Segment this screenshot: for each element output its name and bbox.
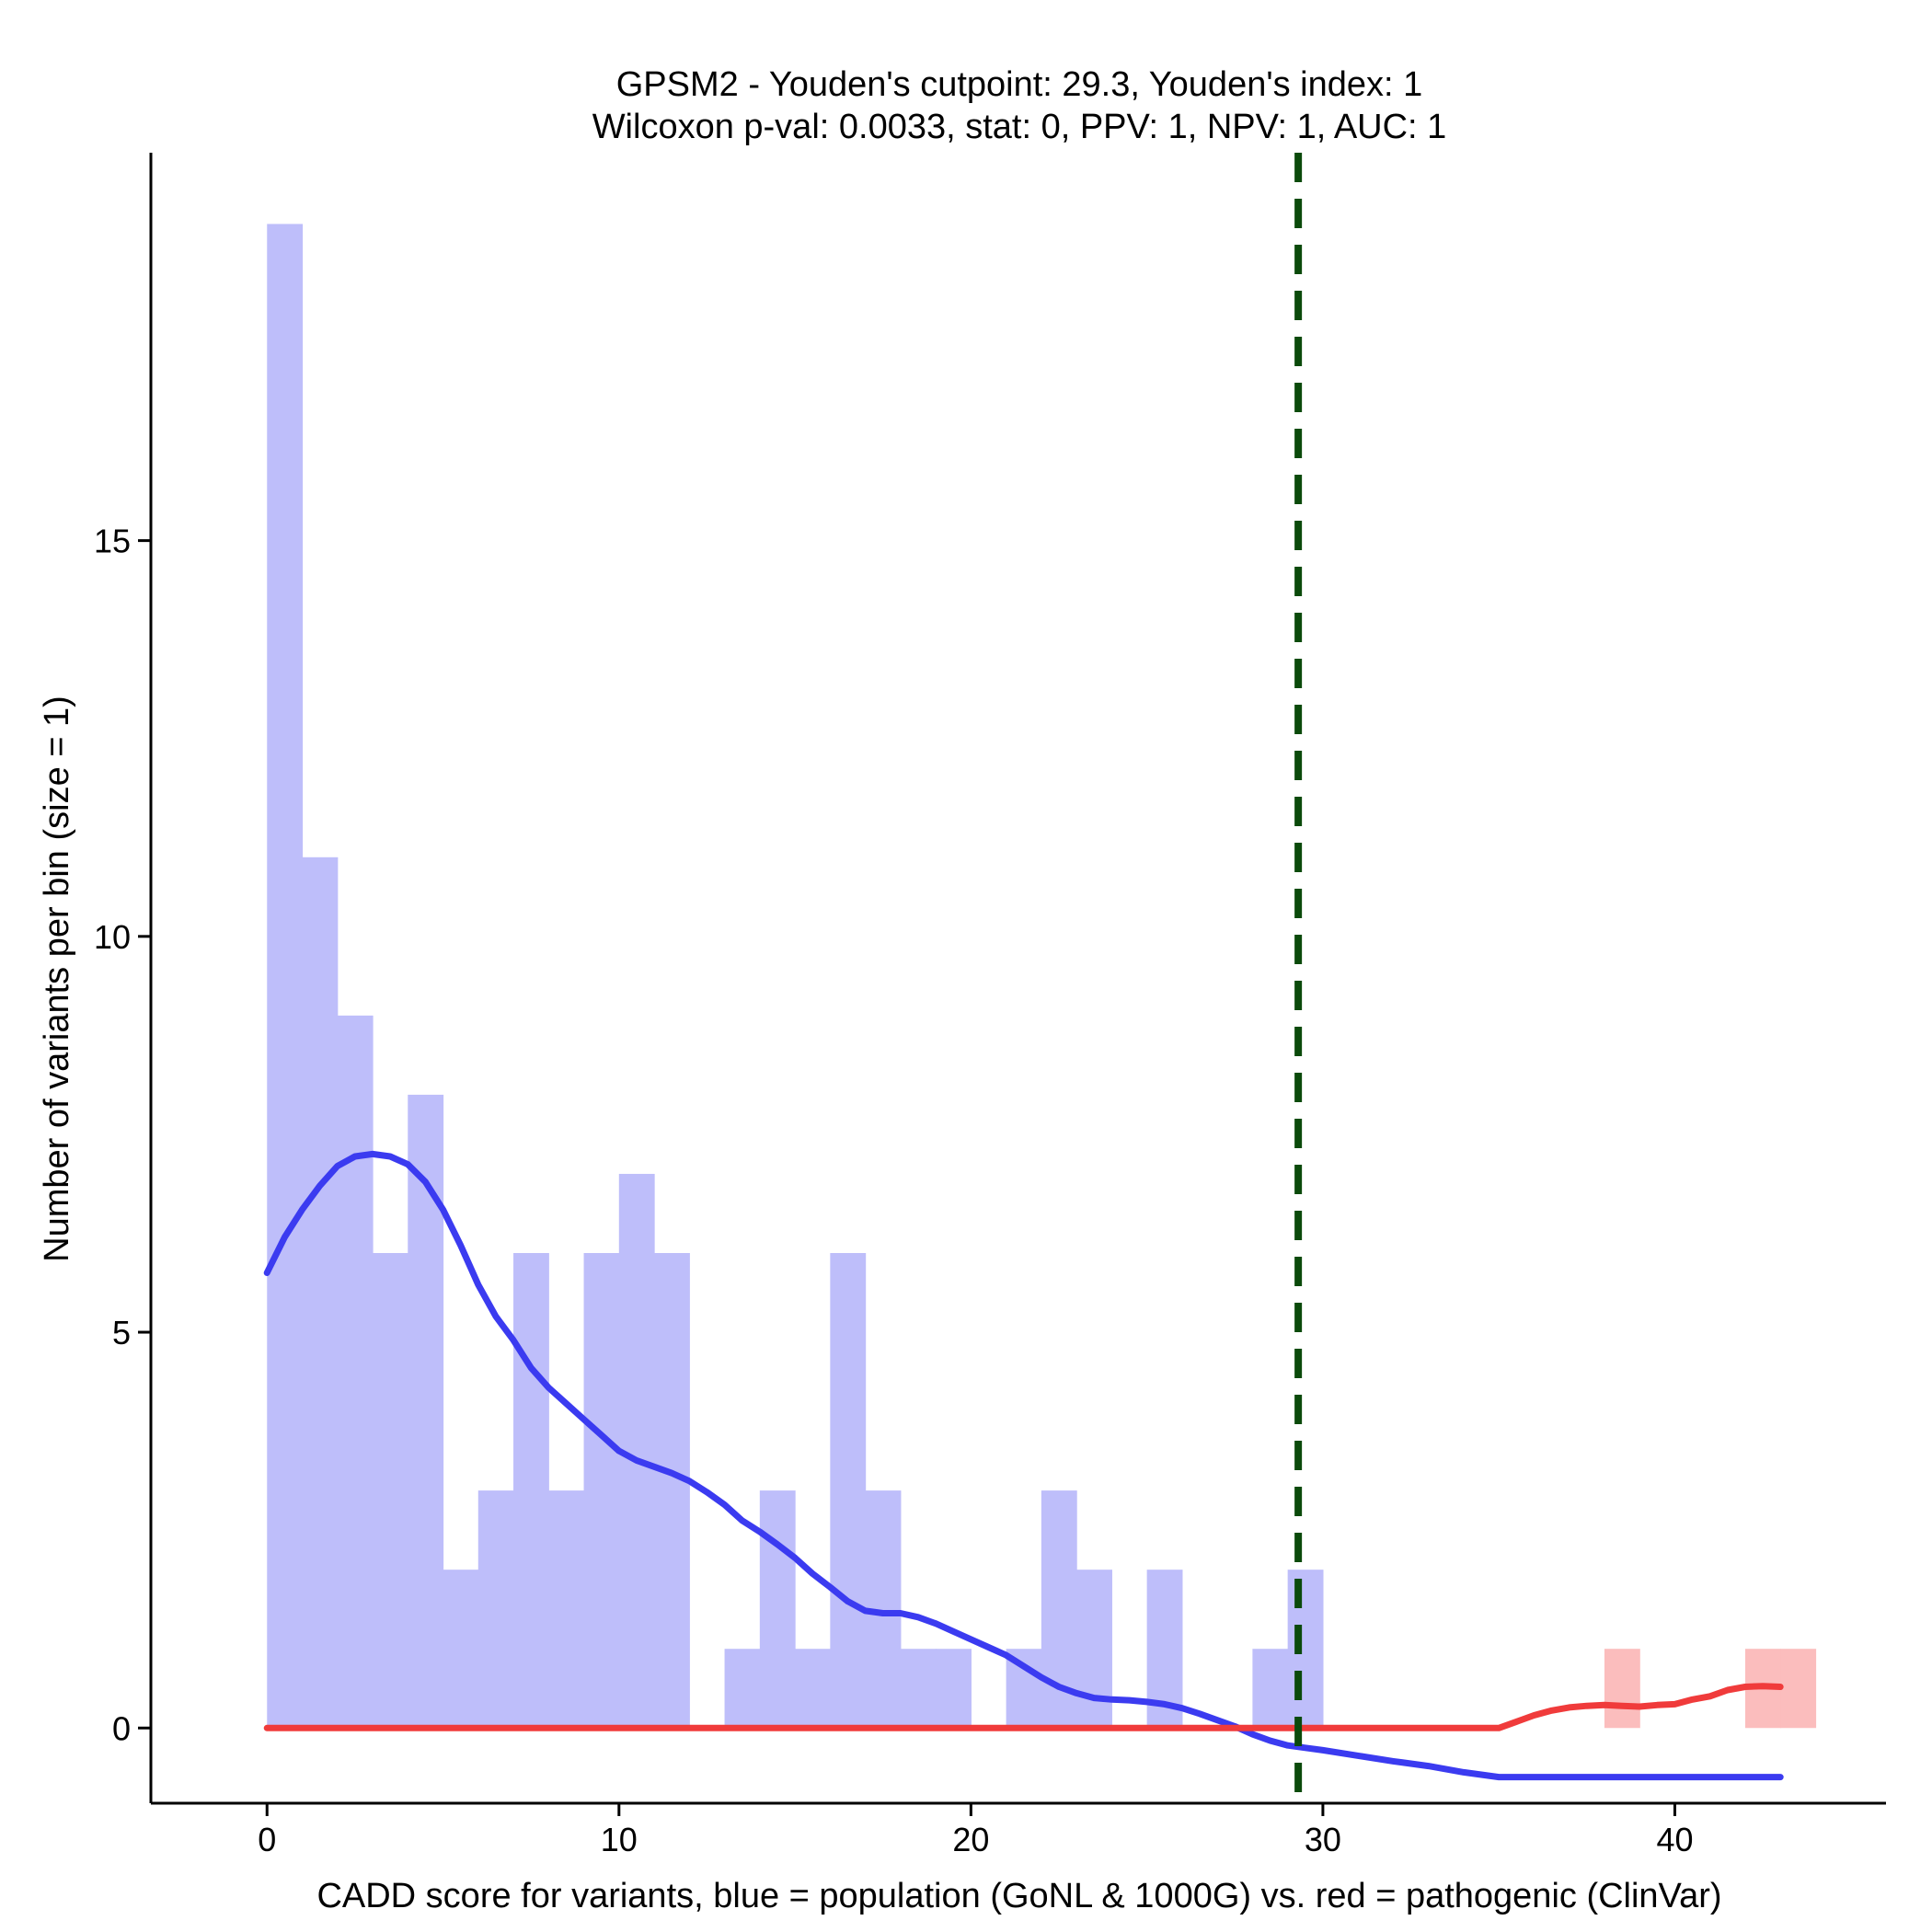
population-bar (795, 1649, 831, 1729)
pathogenic-bar (1604, 1649, 1640, 1729)
population-bar (936, 1649, 972, 1729)
population-density-line (263, 1150, 1784, 1781)
population-bar (408, 1094, 444, 1729)
x-tick-label: 0 (258, 1821, 276, 1858)
x-tick-label: 20 (952, 1821, 989, 1858)
population-bar (759, 1490, 796, 1729)
population-bar (900, 1649, 937, 1729)
y-tick-label: 10 (94, 918, 131, 956)
y-tick-label: 0 (112, 1709, 131, 1747)
population-bar (373, 1253, 408, 1729)
x-axis-ticks: 0 10 20 30 40 (258, 1803, 1693, 1858)
chart-title-line-1: GPSM2 - Youden's cutpoint: 29.3, Youden'… (616, 65, 1423, 104)
x-tick-label: 30 (1305, 1821, 1341, 1858)
pathogenic-density-line (263, 1683, 1784, 1731)
y-tick-label: 15 (94, 523, 131, 560)
population-bar (724, 1649, 761, 1729)
population-bar (1076, 1570, 1112, 1729)
density-lines (263, 1150, 1784, 1781)
population-bar (583, 1253, 620, 1729)
pathogenic-bar (1780, 1649, 1817, 1729)
y-axis-ticks: 0 5 10 15 (94, 523, 151, 1747)
population-bar (477, 1490, 514, 1729)
population-bar (267, 224, 304, 1729)
population-bar (830, 1253, 867, 1729)
x-tick-label: 10 (601, 1821, 638, 1858)
population-bar (654, 1253, 690, 1729)
y-axis-label: Number of variants per bin (size = 1) (38, 696, 76, 1262)
population-bar (1287, 1570, 1324, 1729)
chart-title-line-2: Wilcoxon p-val: 0.0033, stat: 0, PPV: 1,… (592, 108, 1447, 146)
x-tick-label: 40 (1656, 1821, 1693, 1858)
population-bar (548, 1490, 585, 1729)
population-bar (513, 1253, 549, 1729)
population-bar (337, 1015, 374, 1729)
x-axis-label: CADD score for variants, blue = populati… (316, 1877, 1721, 1915)
y-tick-label: 5 (112, 1314, 131, 1351)
pathogenic-histogram (1604, 1649, 1817, 1729)
population-histogram (267, 224, 1324, 1729)
population-bar (302, 857, 339, 1729)
population-bar (1252, 1649, 1289, 1729)
population-bar (443, 1570, 479, 1729)
